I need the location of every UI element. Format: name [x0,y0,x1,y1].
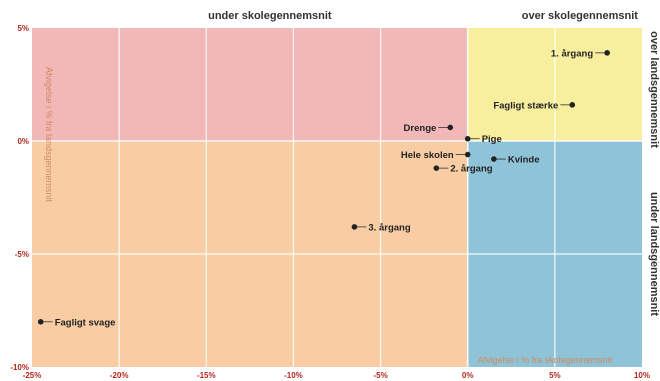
x-tick-label: -25% [23,371,42,380]
tick-labels: -25% -20% -15% -10% -5% 0% 5% 10% 5% 0% -5% -10% [10,24,650,380]
point-label: Pige [482,134,502,145]
quadrant-labels: under skolegennemsnit over skolegennemsn… [208,10,660,316]
data-point [37,319,44,325]
data-point [464,151,471,158]
point-label: 3. årgang [368,222,410,233]
quadrant-backgrounds [32,28,642,367]
point-label: 2. årgang [450,164,492,175]
x-tick-label: 10% [634,371,650,380]
data-point [433,165,440,171]
quadrant-top-left [32,28,468,141]
label-over-national-average: over landsgennemsnit [648,31,660,148]
y-tick-label: 0% [17,137,29,146]
label-under-school-average: under skolegennemsnit [208,10,332,22]
data-point-group: Kvinde [491,155,540,166]
x-tick-label: -20% [110,371,129,380]
point-label: Fagligt svage [55,317,116,328]
data-point-group: Drenge [404,123,454,134]
y-tick-label: -10% [10,363,29,372]
data-points: 1. årgang Fagligt stærke Drenge Pige Hele sk… [37,48,610,328]
point-label: 1. årgang [551,48,593,59]
x-tick-label: -15% [197,371,216,380]
data-point-group: 2. årgang [433,164,493,175]
axis-notes: Afvigelse i % fra skolegennemsnit Afvige… [44,67,613,365]
data-point-group: Pige [464,134,502,145]
data-point-group: Fagligt svage [37,317,116,328]
data-point [604,50,610,56]
data-point-group: Fagligt stærke [493,100,576,111]
x-tick-label: 0% [462,371,474,380]
data-point-group: Hele skolen [401,150,471,161]
point-label: Hele skolen [401,150,454,161]
label-under-national-average: under landsgennemsnit [648,192,660,316]
data-point [491,156,497,162]
x-axis-note: Afvigelse i % fra skolegennemsnit [478,355,613,365]
data-point [351,224,358,230]
label-over-school-average: over skolegennemsnit [522,10,638,22]
point-label: Fagligt stærke [493,100,558,111]
y-tick-label: 5% [17,24,29,33]
y-axis-note: Afvigelse i % fra landsgennemsnit [44,67,54,203]
x-tick-label: -5% [373,371,387,380]
data-point [447,124,454,131]
data-point-group: 1. årgang [551,48,610,59]
data-point-group: 3. årgang [351,222,411,233]
point-label: Kvinde [508,155,540,166]
data-point [569,102,576,108]
data-point [464,135,471,142]
gridlines [32,28,642,367]
x-tick-label: -10% [284,371,303,380]
x-tick-label: 5% [549,371,561,380]
y-tick-label: -5% [15,250,29,259]
point-label: Drenge [404,123,437,134]
